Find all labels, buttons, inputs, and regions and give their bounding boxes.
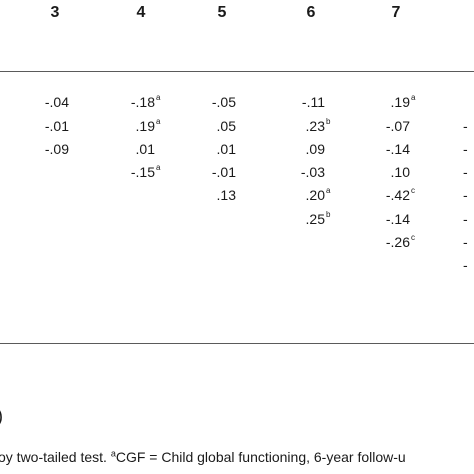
cell-value: -.42: [385, 187, 410, 203]
cell-superscript: b: [326, 210, 331, 220]
table-cell: .10: [391, 163, 410, 181]
cell-value: -.18: [130, 94, 155, 110]
cell-superscript: a: [156, 163, 161, 173]
cell-value: .23: [305, 118, 325, 134]
table-cell: -.11: [302, 93, 325, 111]
cell-superscript: a: [156, 93, 161, 103]
table-cell: -.42c: [386, 186, 415, 204]
column-header-2: 4: [136, 4, 146, 21]
table-cell: -.14: [386, 140, 410, 158]
cell-value: .01: [216, 141, 236, 157]
cell-value: .13: [216, 187, 236, 203]
cell-value: .25: [305, 211, 325, 227]
table-cell: .05: [217, 117, 236, 135]
table-cell: .25b: [306, 210, 331, 228]
cell-value: -.11: [301, 94, 325, 110]
table-footnote: oy two-tailed test. aCGF = Child global …: [0, 448, 406, 466]
cell-value: -.26: [385, 234, 410, 250]
cell-value: .10: [390, 164, 410, 180]
table-cell: .09: [306, 140, 325, 158]
table-cell: -.14: [386, 210, 410, 228]
clipped-cell-mark: -: [463, 141, 468, 157]
cell-value: -.14: [385, 211, 410, 227]
table-cell: -.01: [212, 163, 236, 181]
cell-value: .19: [135, 118, 155, 134]
clipped-cell-mark: -: [463, 187, 468, 203]
table-cell: -.03: [301, 163, 325, 181]
cell-value: .19: [390, 94, 410, 110]
cell-superscript: a: [326, 186, 331, 196]
table-cell: .01: [136, 140, 155, 158]
table-cell: .23b: [306, 117, 331, 135]
footnote-marker: a: [110, 448, 116, 459]
cell-value: .09: [305, 141, 325, 157]
cell-superscript: b: [326, 117, 331, 127]
column-header-1: 3: [50, 4, 60, 21]
clipped-cell-mark: -: [463, 257, 468, 273]
table-cell: .19a: [136, 117, 161, 135]
cell-value: .05: [216, 118, 236, 134]
clipped-cell-mark: -: [463, 234, 468, 250]
footnote-text-after: CGF = Child global functioning, 6-year f…: [115, 449, 406, 465]
bottom-rule: [0, 343, 474, 344]
clipped-cell-mark: -: [463, 211, 468, 227]
table-cell: -.01: [45, 117, 69, 135]
cell-value: -.14: [385, 141, 410, 157]
table-cell: .01: [217, 140, 236, 158]
table-cell: -.04: [45, 93, 69, 111]
cell-value: -.01: [211, 164, 236, 180]
cell-superscript: a: [411, 93, 416, 103]
table-cell: -.26c: [386, 233, 415, 251]
table-cell: .20a: [306, 186, 331, 204]
table-cell: -.05: [212, 93, 236, 111]
cell-value: -.05: [211, 94, 236, 110]
cell-value: -.03: [300, 164, 325, 180]
cell-value: -.09: [44, 141, 69, 157]
column-header-3: 5: [217, 4, 227, 21]
table-cell: -.15a: [131, 163, 161, 181]
partial-paren: ): [0, 405, 3, 427]
cell-superscript: c: [411, 233, 415, 243]
column-header-4: 6: [306, 4, 316, 21]
table-cell: -.09: [45, 140, 69, 158]
clipped-cell-mark: -: [463, 164, 468, 180]
cell-superscript: c: [411, 186, 415, 196]
footnote-text-before: oy two-tailed test.: [0, 449, 111, 465]
table-cell: -.18a: [131, 93, 161, 111]
table-cell: -.07: [386, 117, 410, 135]
cell-value: .20: [305, 187, 325, 203]
table-cell: .19a: [391, 93, 416, 111]
column-header-5: 7: [391, 4, 401, 21]
header-rule: [0, 71, 474, 72]
table-cell: .13: [217, 186, 236, 204]
cell-value: -.04: [44, 94, 69, 110]
cell-value: -.15: [130, 164, 155, 180]
cell-value: -.07: [385, 118, 410, 134]
cell-value: -.01: [44, 118, 69, 134]
cell-value: .01: [135, 141, 155, 157]
cell-superscript: a: [156, 117, 161, 127]
clipped-cell-mark: -: [463, 118, 468, 134]
